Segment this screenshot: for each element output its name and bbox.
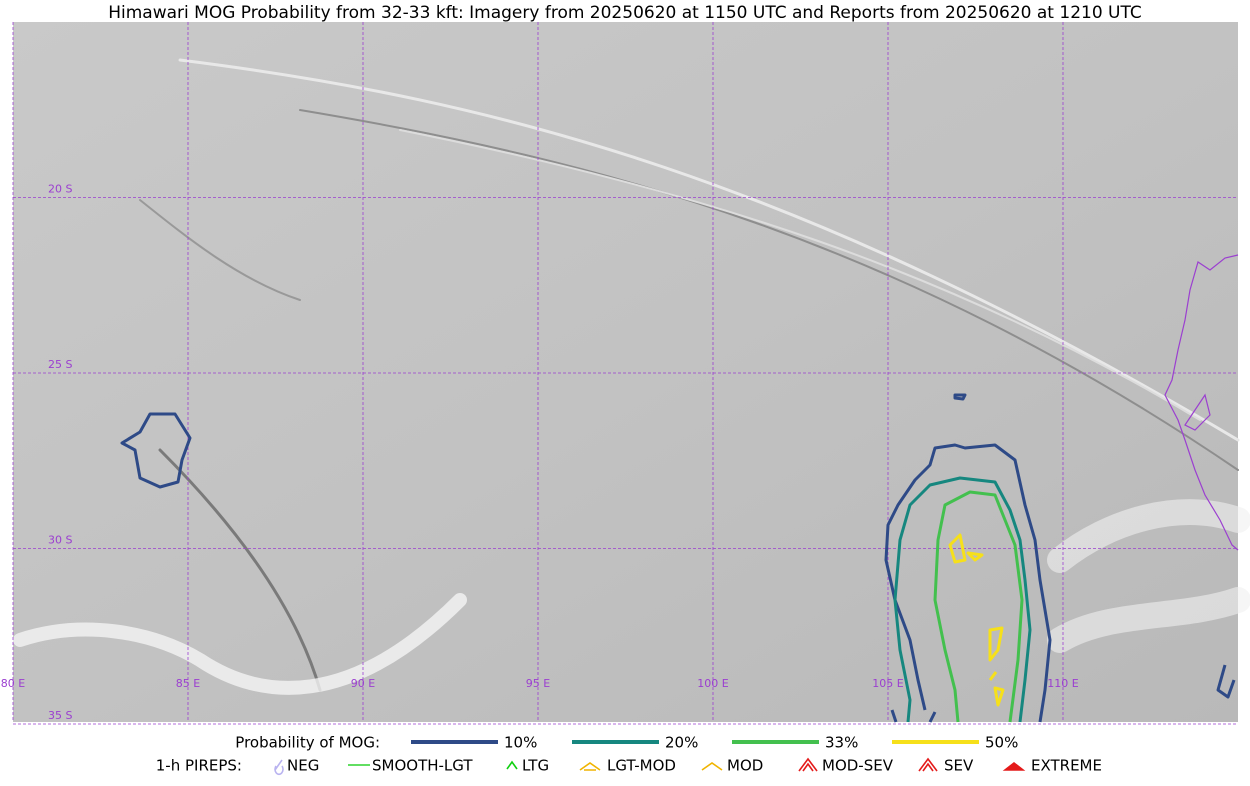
lon-label: 90 E — [351, 677, 375, 690]
legend-label: SMOOTH-LGT — [372, 757, 473, 775]
map: 80 E 85 E 90 E 95 E 100 E 105 E 110 E 20 S 25 S 3… — [1, 22, 1250, 725]
pirep-icon — [701, 762, 723, 771]
legend-label: MOD-SEV — [822, 757, 894, 775]
lat-label: 35 S — [48, 709, 72, 722]
legend-label: EXTREME — [1031, 757, 1102, 775]
pirep-icon — [798, 757, 818, 772]
legend: Probability of MOG: 10% 20% 33% 50% 1-h PIREP… — [156, 734, 1102, 776]
lon-label: 80 E — [1, 677, 25, 690]
lon-label: 95 E — [526, 677, 550, 690]
lon-label: 110 E — [1047, 677, 1078, 690]
legend-label: MOD — [727, 757, 763, 775]
lat-label: 30 S — [48, 534, 72, 547]
pirep-icon — [506, 760, 518, 770]
pirep-icon — [579, 762, 601, 771]
pirep-icon — [1002, 761, 1026, 771]
lat-label: 25 S — [48, 358, 72, 371]
legend-label: NEG — [287, 757, 319, 775]
legend-label: 33% — [825, 734, 858, 752]
legend-label: LTG — [522, 757, 549, 775]
cloud-texture — [13, 58, 1250, 695]
lon-label: 100 E — [697, 677, 728, 690]
legend-label: SEV — [944, 757, 974, 775]
legend-label: 50% — [985, 734, 1018, 752]
lat-label: 20 S — [48, 183, 72, 196]
graticule: 80 E 85 E 90 E 95 E 100 E 105 E 110 E 20 S 25 S 3… — [1, 22, 1238, 725]
legend-label: 10% — [504, 734, 537, 752]
pirep-icon — [918, 757, 938, 772]
legend-label: 20% — [665, 734, 698, 752]
coastline — [1164, 254, 1239, 551]
legend-title: Probability of MOG: — [235, 734, 380, 752]
lon-label: 85 E — [176, 677, 200, 690]
satellite-imagery — [13, 22, 1238, 722]
title: Himawari MOG Probability from 32-33 kft:… — [108, 3, 1142, 23]
legend-label: LGT-MOD — [607, 757, 676, 775]
lon-label: 105 E — [872, 677, 903, 690]
legend-title: 1-h PIREPS: — [156, 757, 242, 775]
pirep-icon — [274, 759, 284, 776]
mog-contours — [120, 393, 1236, 723]
